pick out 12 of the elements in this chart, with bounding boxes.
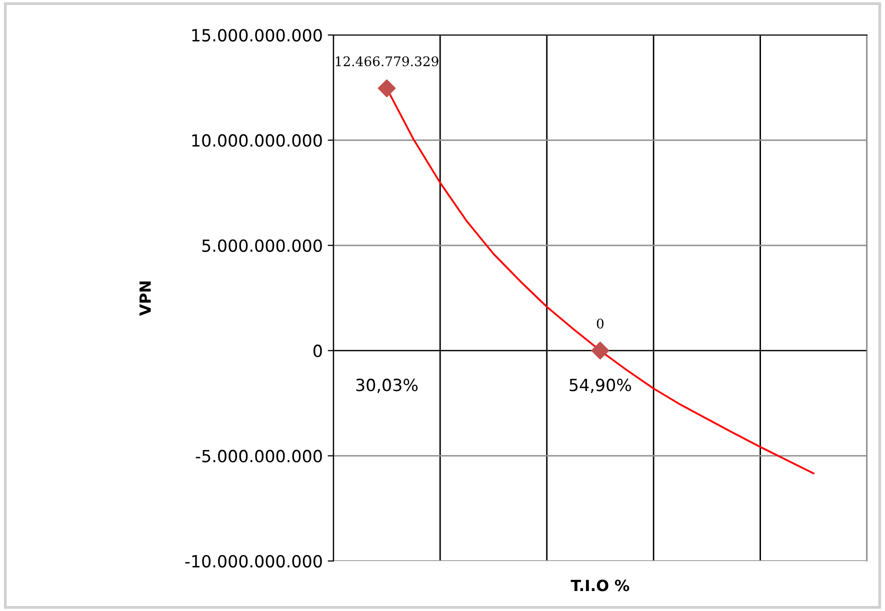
x-axis-title: T.I.O % [570, 580, 630, 592]
annotation: 30,03% [356, 378, 418, 393]
y-tick-label: 15.000.000.000 [192, 28, 322, 42]
y-axis-title: VPN [140, 282, 151, 316]
y-tick-label: -10.000.000.000 [185, 554, 322, 568]
annotation: 54,90% [570, 378, 632, 393]
y-tick-label: -5.000.000.000 [196, 450, 322, 462]
data-label: 12.466.779.329 [336, 56, 438, 66]
data-label: 0 [596, 318, 604, 329]
y-tick-label: 10.000.000.000 [192, 134, 322, 147]
y-tick-label: 0 [313, 344, 322, 358]
y-tick-label: 5.000.000.000 [202, 239, 322, 252]
